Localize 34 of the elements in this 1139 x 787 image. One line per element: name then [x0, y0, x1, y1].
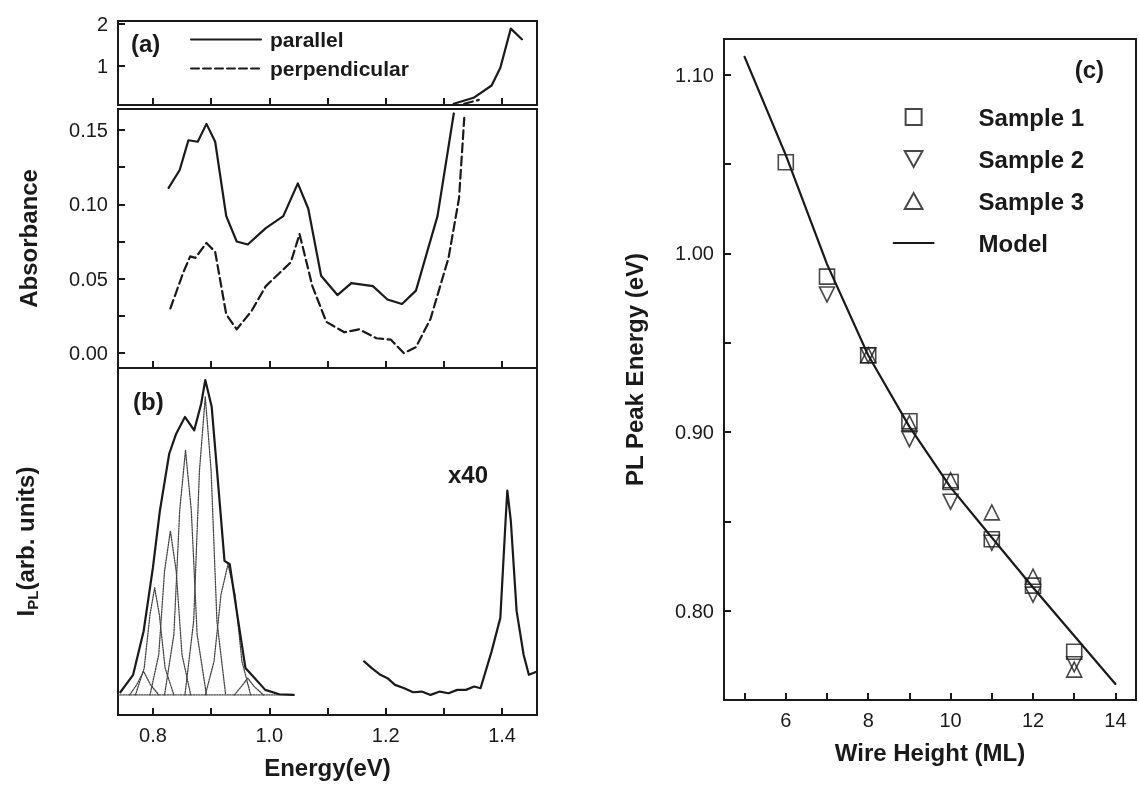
legend-label: Model: [978, 229, 1048, 257]
y-tick-label: 0.10: [69, 193, 108, 216]
x-tick-label: 14: [1104, 709, 1127, 731]
x-tick-label: 10: [939, 709, 962, 731]
y-tick-label: 1.10: [675, 63, 714, 86]
y-tick-label: 0.15: [69, 118, 108, 141]
x-tick-label: 1.4: [488, 724, 516, 746]
y-axis-title: PL Peak Energy (eV): [620, 253, 648, 486]
y-tick-label: 1.00: [675, 242, 714, 265]
y-tick-label: 2: [96, 12, 108, 35]
x-tick-label: 6: [780, 709, 792, 731]
legend-label: Sample 3: [978, 187, 1084, 215]
annotation: x40: [447, 460, 489, 488]
x-axis-title: Wire Height (ML): [834, 738, 1026, 766]
x-tick-label: 1.2: [371, 724, 400, 746]
legend-label: parallel: [270, 28, 344, 51]
x-tick-label: 0.8: [139, 724, 167, 746]
y-axis-title: Absorbance: [14, 169, 42, 308]
y-tick-label: 0.80: [675, 599, 714, 622]
chart-title: (b): [133, 387, 164, 415]
text: (c): [1074, 55, 1105, 83]
y-axis-title: IPL(arb. units): [12, 466, 41, 617]
chart-title: (a): [131, 29, 161, 57]
x-axis-title: Energy(eV): [264, 753, 391, 781]
x-tick-label: 8: [862, 709, 874, 731]
x-tick-label: 12: [1021, 709, 1045, 731]
y-tick-label: 0.05: [69, 267, 108, 290]
y-tick-label: 0.00: [69, 342, 108, 365]
legend-label: Sample 1: [978, 103, 1084, 131]
y-tick-label: 0.90: [675, 421, 714, 444]
legend-label: Sample 2: [978, 145, 1084, 173]
x-tick-label: 1.0: [255, 724, 284, 746]
y-tick-label: 1: [96, 54, 108, 77]
legend-label: perpendicular: [270, 57, 409, 80]
